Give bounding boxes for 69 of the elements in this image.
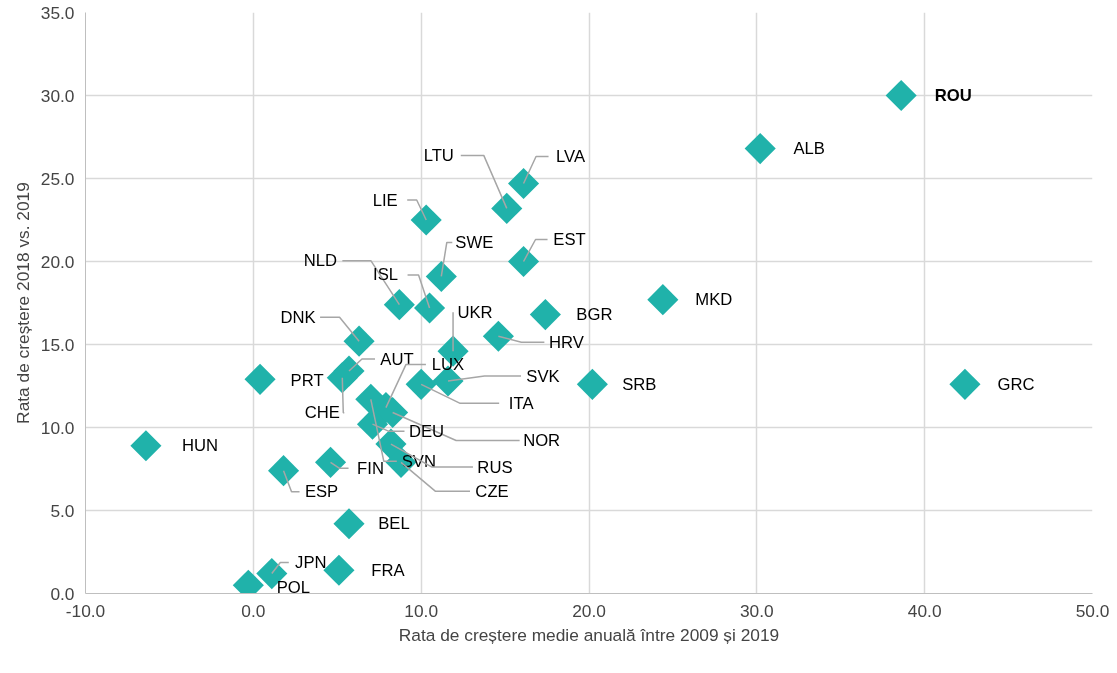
point (343, 325, 375, 357)
point (425, 260, 457, 292)
x-tick-label: 40.0 (907, 600, 942, 621)
point (744, 133, 776, 165)
annotation: SWE (455, 232, 494, 252)
annotation: ESP (304, 482, 339, 502)
y-tick-label: 35.0 (40, 2, 75, 23)
x-axis-title: Rata de creștere medie anuală între 2009 și 2019 (398, 624, 780, 645)
y-tick-label: 10.0 (40, 417, 75, 438)
point (326, 362, 358, 394)
y-tick-label: 5.0 (50, 500, 75, 521)
point (507, 167, 540, 200)
x-tick-label: 50.0 (1075, 600, 1110, 621)
annotation: SRB (622, 374, 657, 394)
annotation: ROU (934, 86, 972, 105)
annotation: ITA (508, 393, 535, 413)
y-tick-label: 30.0 (40, 85, 75, 106)
point (130, 430, 162, 462)
annotation: NOR (523, 431, 561, 451)
point (529, 299, 561, 331)
annotation: GRC (997, 374, 1035, 394)
point (383, 289, 415, 321)
annotation: ALB (793, 139, 825, 159)
annotation: RUS (477, 457, 513, 477)
annotation: JPN (295, 553, 327, 573)
point (885, 79, 917, 112)
annotation: CHE (304, 403, 340, 423)
annotation: LIE (372, 190, 398, 210)
annotation: LVA (556, 146, 586, 166)
annotation: POL (276, 577, 310, 597)
point (410, 204, 442, 236)
annotation: BGR (576, 305, 613, 325)
annotation: EST (553, 230, 586, 249)
annotation: FRA (371, 560, 406, 580)
x-tick-label: 30.0 (739, 600, 774, 621)
point (244, 363, 276, 395)
y-tick-label: 25.0 (40, 168, 75, 189)
point (647, 284, 679, 316)
annotation: PRT (290, 370, 324, 390)
annotation: LTU (423, 145, 454, 165)
annotation: BEL (378, 514, 410, 534)
x-tick-label: 20.0 (572, 600, 606, 621)
y-tick-label: 20.0 (40, 251, 75, 272)
point (507, 245, 540, 278)
point (949, 368, 981, 400)
annotation: NLD (303, 251, 338, 271)
annotation: HUN (181, 436, 218, 456)
point (267, 455, 300, 487)
point (314, 446, 347, 478)
annotation: HRV (548, 332, 585, 352)
annotation: SVK (526, 366, 560, 386)
annotation: CZE (475, 481, 509, 501)
x-tick-label: 10.0 (404, 600, 439, 621)
annotation: DNK (280, 307, 316, 327)
annotation: FIN (357, 458, 384, 478)
point (333, 508, 365, 540)
x-tick-label: 0.0 (241, 600, 266, 621)
annotation: UKR (457, 302, 493, 322)
y-tick-label: 15.0 (40, 334, 75, 355)
point (405, 368, 437, 400)
annotation: AUT (380, 349, 414, 369)
y-axis-title: Rata de creștere 2018 vs. 2019 (12, 182, 33, 424)
point (482, 320, 514, 352)
point (576, 368, 608, 400)
annotation: MKD (695, 290, 733, 310)
annotation: ISL (373, 265, 399, 285)
point (414, 292, 446, 324)
point (491, 192, 523, 224)
annotation: DEU (408, 421, 445, 441)
